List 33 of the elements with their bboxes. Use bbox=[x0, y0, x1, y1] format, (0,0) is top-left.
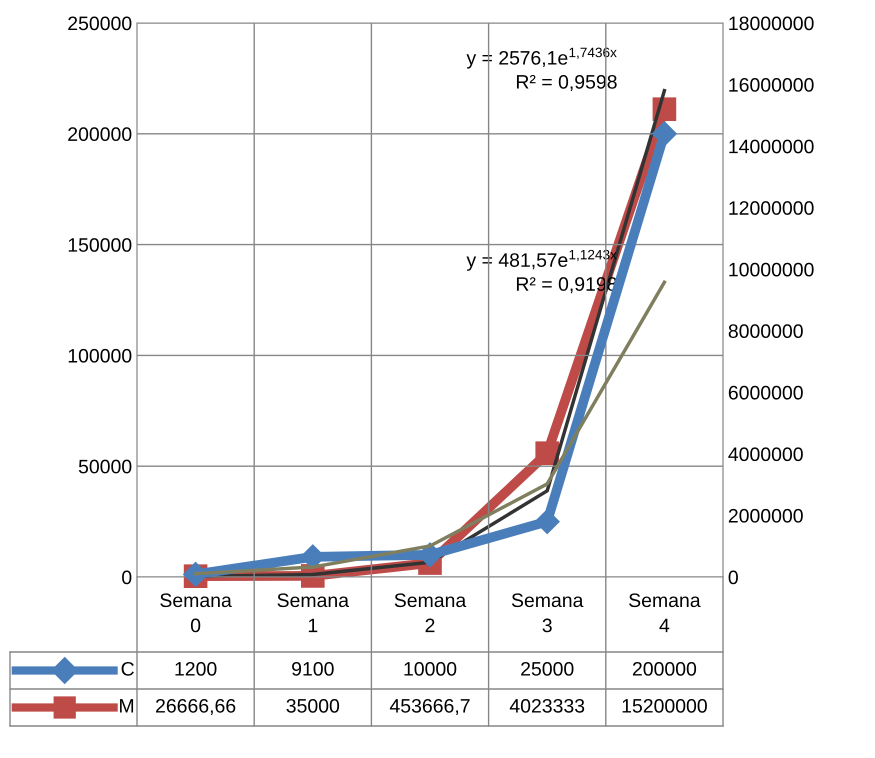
x-tick-label: Semana 4 bbox=[629, 593, 701, 632]
y2-tick-label: 16000000 bbox=[729, 78, 814, 92]
x-tick-label: Semana 2 bbox=[394, 593, 466, 632]
y-tick-label: 200000 bbox=[68, 127, 132, 142]
x-tick-label: Semana 1 bbox=[277, 593, 350, 632]
legend-label: M bbox=[120, 699, 134, 713]
x-tick-label: Semana 3 bbox=[512, 593, 584, 632]
y2-tick-label: 6000000 bbox=[728, 386, 803, 400]
y2-tick-label: 4000000 bbox=[728, 447, 803, 462]
y-tick-label: 150000 bbox=[68, 238, 132, 252]
data-label: 10000 bbox=[404, 662, 456, 676]
y2-tick-label: 12000000 bbox=[729, 201, 814, 215]
data-label: 453666,7 bbox=[390, 698, 470, 716]
y2-tick-label: 10000000 bbox=[729, 262, 814, 276]
legend-label: C bbox=[122, 662, 134, 676]
y2-tick-label: 0 bbox=[728, 570, 738, 584]
data-label: 9100 bbox=[292, 662, 334, 676]
data-label: 4023333 bbox=[510, 698, 584, 713]
data-label: 35000 bbox=[286, 698, 340, 713]
y2-tick-label: 18000000 bbox=[729, 16, 814, 30]
y-tick-label: 0 bbox=[122, 570, 132, 584]
y2-tick-label: 14000000 bbox=[729, 140, 814, 154]
data-label: 26666,66 bbox=[156, 698, 236, 716]
data-label: 1200 bbox=[175, 662, 216, 676]
data-label: 15200000 bbox=[622, 698, 707, 713]
y2-tick-label: 2000000 bbox=[728, 508, 803, 523]
y-tick-label: 250000 bbox=[68, 16, 132, 30]
data-label: 200000 bbox=[632, 662, 696, 676]
y-tick-label: 100000 bbox=[68, 348, 132, 363]
x-tick-label: Semana 0 bbox=[160, 593, 232, 632]
y-tick-label: 50000 bbox=[78, 460, 132, 474]
data-label: 25000 bbox=[521, 662, 574, 676]
y2-tick-label: 8000000 bbox=[728, 324, 803, 338]
